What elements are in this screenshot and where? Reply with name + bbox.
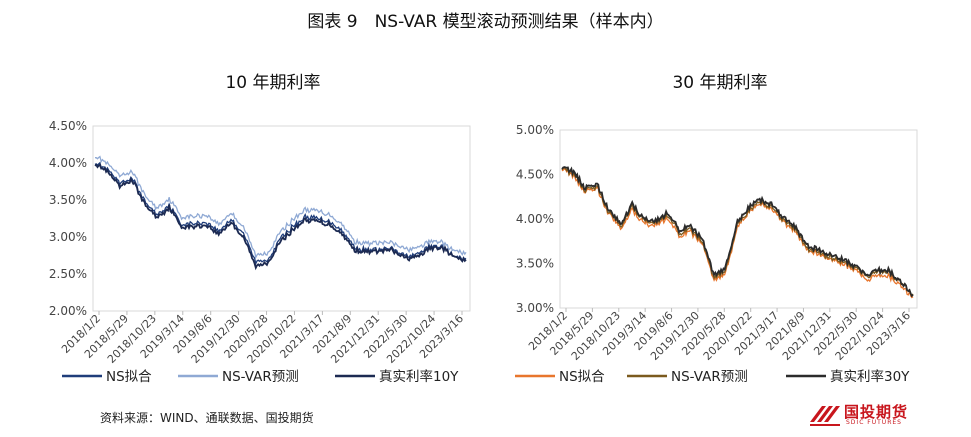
series-line-NS拟合: [94, 161, 467, 266]
series-line-NS-VAR预测: [561, 166, 914, 298]
series-line-NS-VAR预测: [95, 155, 467, 260]
logo-sub: SDIC FUTURES: [846, 419, 902, 426]
y-tick-label: 4.00%: [49, 156, 87, 170]
legend-label: NS拟合: [559, 369, 605, 385]
chart-title-1: 30 年期利率: [672, 73, 767, 93]
y-tick-label: 3.50%: [49, 193, 87, 207]
legend-label: NS拟合: [106, 369, 152, 385]
plot-frame-1: [559, 129, 918, 309]
series-line-真实利率30Y: [561, 166, 914, 298]
y-tick-label: 4.50%: [49, 119, 87, 133]
y-tick-label: 4.00%: [516, 212, 554, 226]
y-tick-label: 5.00%: [516, 123, 554, 137]
y-tick-label: 3.00%: [49, 230, 87, 244]
y-tick-label: 4.50%: [516, 168, 554, 182]
chart-title-0: 10 年期利率: [225, 73, 320, 93]
figure-title: 图表 9 NS-VAR 模型滚动预测结果（样本内）: [307, 12, 664, 32]
series-line-真实利率10Y: [94, 163, 467, 271]
sdic-logo-icon: [810, 406, 840, 426]
legend-label: 真实利率10Y: [379, 368, 459, 385]
logo-name: 国投期货: [844, 403, 909, 421]
y-tick-label: 3.00%: [516, 301, 554, 315]
series-line-NS拟合: [561, 167, 914, 299]
plot-frame-0: [92, 125, 471, 312]
legend-label: 真实利率30Y: [830, 368, 910, 385]
y-tick-label: 2.50%: [49, 267, 87, 281]
sdic-logo: 国投期货 SDIC FUTURES: [808, 400, 958, 430]
source-note: 资料来源：WIND、通联数据、国投期货: [100, 411, 314, 425]
y-tick-label: 3.50%: [516, 257, 554, 271]
y-tick-label: 2.00%: [49, 304, 87, 318]
legend-label: NS-VAR预测: [671, 369, 748, 385]
legend-label: NS-VAR预测: [222, 369, 299, 385]
